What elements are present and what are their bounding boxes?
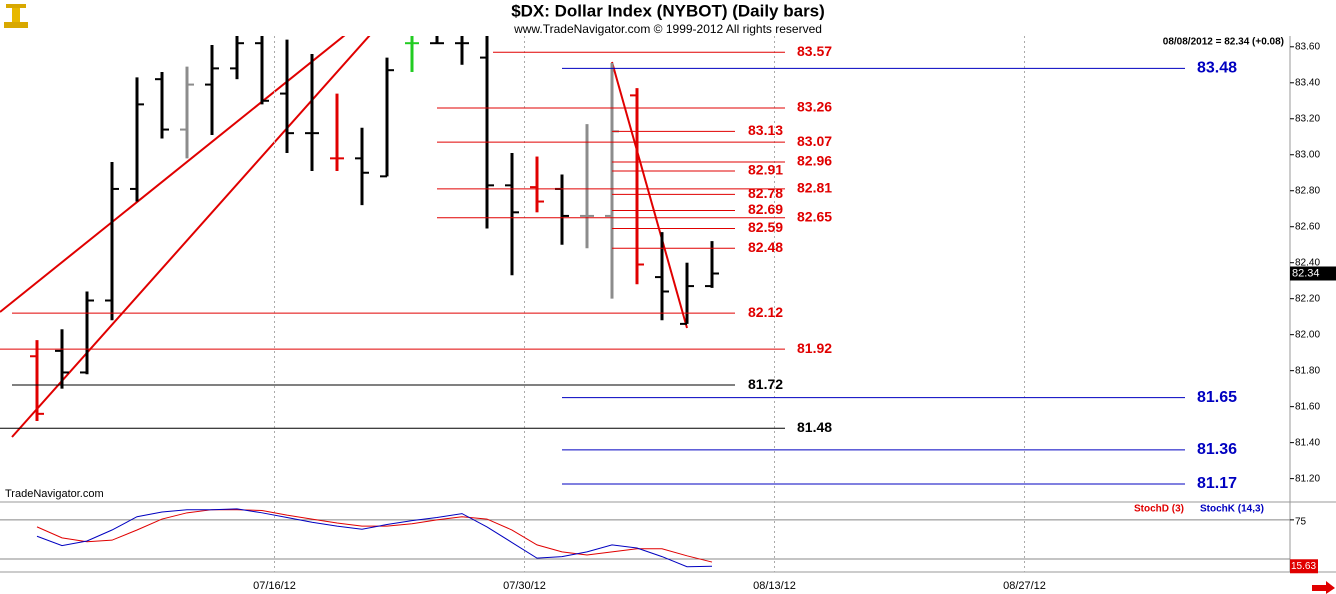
quote: 08/08/2012 = 82.34 (+0.08) [1163,37,1284,48]
main-plot [30,36,719,422]
legend-entry: StochK (14,3) [1200,504,1264,515]
watermark: TradeNavigator.com [5,488,104,500]
y-tick-label: 81.60 [1295,401,1320,412]
level-label: 82.59 [748,219,783,235]
legend-entry: StochD (3) [1134,504,1184,515]
level-label: 82.48 [748,239,783,255]
y-tick-label: 82.60 [1295,221,1320,232]
last-price-box [1290,266,1336,281]
y-tick-label: 82.80 [1295,185,1320,196]
stoch-line [36,509,713,563]
trendline [11,36,371,438]
level-label: 81.17 [1197,475,1237,492]
level-label: 82.69 [748,201,783,217]
level-label: 82.65 [797,208,832,224]
level-label: 81.72 [748,376,783,392]
y-tick-label: 83.40 [1295,77,1320,88]
y-tick-label: 83.20 [1295,113,1320,124]
level-label: 82.81 [797,180,832,196]
last-value-box [1290,559,1318,574]
level-label: 81.36 [1197,441,1237,458]
x-tick-label: 07/30/12 [503,580,546,592]
x-tick-label: 07/16/12 [253,580,296,592]
scroll-arrow[interactable] [1312,581,1335,594]
last-value-label: 15.63 [1291,561,1316,572]
y-tick-label: 75 [1295,516,1307,527]
trendline [611,61,688,329]
level-label: 81.48 [797,419,832,435]
y-tick-label: 83.00 [1295,149,1320,160]
y-tick-label: 82.00 [1295,329,1320,340]
level-label: 83.07 [797,133,832,149]
level-label: 81.65 [1197,389,1237,406]
y-tick-label: 82.20 [1295,293,1320,304]
y-tick-label: 83.60 [1295,41,1320,52]
y-tick-label: 81.20 [1295,473,1320,484]
level-label: 82.78 [748,185,783,201]
level-label: 83.26 [797,99,832,115]
level-label: 82.96 [797,153,832,169]
level-label: 81.92 [797,340,832,356]
y-tick-label: 82.40 [1295,257,1320,268]
y-tick-label: 81.40 [1295,437,1320,448]
stoch-line [36,508,713,568]
level-label: 83.13 [748,122,783,138]
x-tick-label: 08/27/12 [1003,580,1046,592]
level-label: 83.48 [1197,60,1237,77]
level-label: 82.12 [748,304,783,320]
level-label: 83.57 [797,43,832,59]
source-note: www.TradeNavigator.com © 1999-2012 All r… [513,22,822,36]
level-label: 82.91 [748,162,783,178]
chart-title: $DX: Dollar Index (NYBOT) (Daily bars) [511,1,825,20]
x-tick-label: 08/13/12 [753,580,796,592]
y-tick-label: 81.80 [1295,365,1320,376]
last-price-label: 82.34 [1292,267,1320,279]
logo-icon [4,4,28,28]
